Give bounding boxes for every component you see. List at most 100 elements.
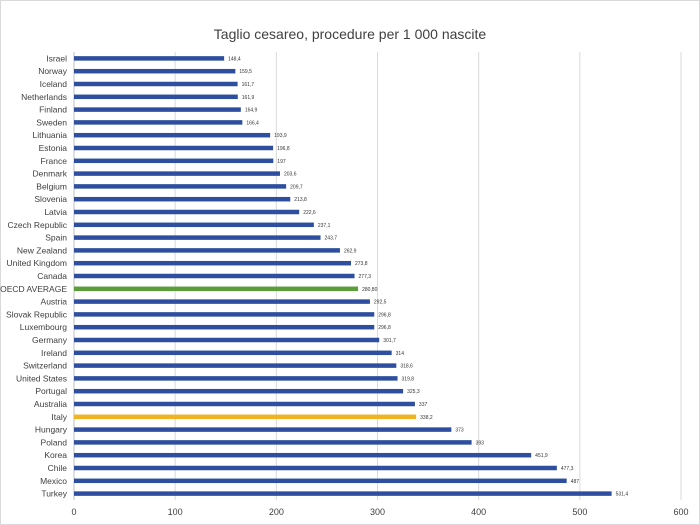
bar bbox=[74, 465, 557, 471]
data-label: 451,9 bbox=[535, 453, 548, 459]
data-label: 314 bbox=[396, 351, 405, 357]
category-label: Austria bbox=[41, 297, 68, 307]
category-label: Switzerland bbox=[23, 361, 67, 371]
bar bbox=[74, 273, 355, 279]
category-label: Poland bbox=[41, 437, 68, 447]
data-label: 296,8 bbox=[378, 312, 391, 318]
category-label: Hungary bbox=[35, 425, 68, 435]
bar bbox=[74, 401, 415, 407]
bar bbox=[74, 145, 274, 151]
bar bbox=[74, 158, 274, 164]
bar bbox=[74, 299, 370, 304]
data-label: 164,9 bbox=[245, 108, 258, 114]
bar bbox=[74, 440, 472, 445]
bar bbox=[74, 286, 359, 292]
category-label: Luxembourg bbox=[20, 322, 68, 332]
category-label: New Zealand bbox=[17, 245, 67, 255]
x-tick-label: 300 bbox=[370, 507, 385, 517]
category-label: Slovenia bbox=[34, 194, 67, 204]
x-tick-label: 200 bbox=[269, 507, 284, 517]
category-label: OECD AVERAGE bbox=[0, 284, 67, 294]
category-label: Sweden bbox=[36, 117, 67, 127]
category-label: Portugal bbox=[35, 386, 67, 396]
data-label: 159,5 bbox=[239, 69, 252, 75]
bar bbox=[74, 222, 314, 228]
category-label: Estonia bbox=[39, 143, 68, 153]
data-label: 196,8 bbox=[277, 146, 290, 152]
bar bbox=[74, 363, 397, 368]
data-label: 292,5 bbox=[374, 300, 387, 306]
category-label: Turkey bbox=[41, 489, 67, 499]
x-tick-label: 0 bbox=[71, 507, 76, 517]
data-label: 148,4 bbox=[228, 56, 241, 62]
category-label: Chile bbox=[48, 463, 68, 473]
category-label: Germany bbox=[32, 335, 68, 345]
category-label: France bbox=[41, 156, 68, 166]
data-label: 262,9 bbox=[344, 248, 357, 254]
category-label: Netherlands bbox=[21, 92, 67, 102]
data-label: 531,4 bbox=[616, 492, 629, 498]
data-label: 213,8 bbox=[294, 197, 307, 203]
x-tick-label: 100 bbox=[168, 507, 183, 517]
bar bbox=[74, 171, 280, 176]
data-label: 338,2 bbox=[420, 415, 433, 421]
data-label: 296,8 bbox=[378, 325, 391, 331]
data-label: 487 bbox=[571, 479, 580, 485]
bar bbox=[74, 132, 271, 138]
bar bbox=[74, 452, 532, 458]
category-label: Mexico bbox=[40, 476, 67, 486]
chart-title: Taglio cesareo, procedure per 1 000 nasc… bbox=[213, 26, 487, 42]
category-label: Norway bbox=[38, 66, 68, 76]
category-label: Iceland bbox=[40, 79, 68, 89]
category-label: Denmark bbox=[33, 169, 68, 179]
category-label: Korea bbox=[44, 450, 67, 460]
bar bbox=[74, 324, 375, 330]
bar bbox=[74, 196, 291, 202]
data-label: 280,80 bbox=[362, 287, 378, 293]
bar bbox=[74, 350, 392, 356]
data-label: 161,7 bbox=[242, 82, 255, 88]
category-label: United Kingdom bbox=[7, 258, 67, 268]
data-label: 318,6 bbox=[400, 364, 413, 370]
category-label: Lithuania bbox=[32, 130, 67, 140]
bar bbox=[74, 427, 452, 432]
category-label: Israel bbox=[46, 53, 67, 63]
category-label: Latvia bbox=[44, 207, 67, 217]
bar bbox=[74, 184, 287, 189]
bar bbox=[74, 94, 238, 100]
category-label: Belgium bbox=[36, 181, 67, 191]
data-label: 477,3 bbox=[561, 466, 574, 472]
data-label: 209,7 bbox=[290, 184, 303, 190]
data-label: 203,6 bbox=[284, 172, 297, 178]
data-label: 337 bbox=[419, 402, 428, 408]
category-label: Italy bbox=[51, 412, 67, 422]
category-label: Spain bbox=[45, 233, 67, 243]
category-label: Ireland bbox=[41, 348, 67, 358]
data-label: 319,8 bbox=[402, 376, 415, 382]
data-label: 373 bbox=[455, 428, 464, 434]
x-tick-label: 600 bbox=[673, 507, 688, 517]
bar bbox=[74, 388, 404, 394]
data-label: 237,1 bbox=[318, 223, 331, 229]
x-tick-label: 500 bbox=[572, 507, 587, 517]
bar bbox=[74, 209, 300, 215]
bar bbox=[74, 376, 398, 381]
data-label: 166,4 bbox=[246, 120, 259, 126]
category-label: Australia bbox=[34, 399, 67, 409]
bar bbox=[74, 68, 236, 74]
category-label: United States bbox=[16, 373, 67, 383]
data-label: 277,3 bbox=[359, 274, 372, 280]
bar bbox=[74, 491, 612, 496]
bar bbox=[74, 56, 225, 61]
data-label: 222,6 bbox=[303, 210, 316, 216]
x-tick-label: 400 bbox=[471, 507, 486, 517]
data-label: 273,8 bbox=[355, 261, 368, 267]
category-label: Finland bbox=[39, 105, 67, 115]
bar bbox=[74, 337, 380, 343]
data-label: 197 bbox=[277, 159, 286, 165]
category-label: Canada bbox=[37, 271, 67, 281]
data-label: 243,7 bbox=[325, 236, 338, 242]
bar bbox=[74, 235, 321, 240]
bar bbox=[74, 107, 241, 112]
bar bbox=[74, 81, 238, 87]
